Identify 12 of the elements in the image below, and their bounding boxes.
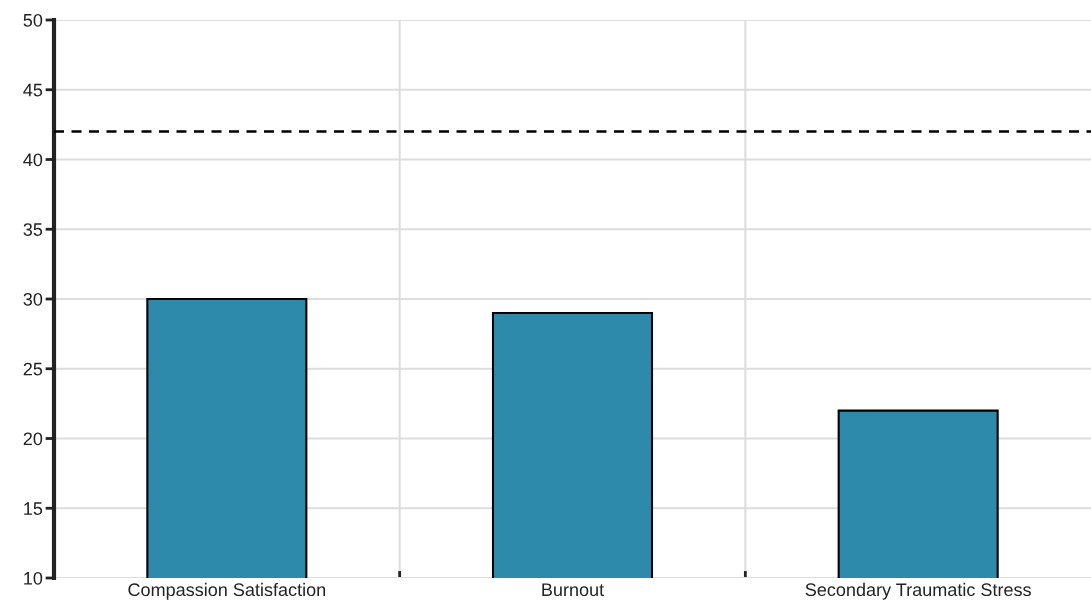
y-tick-label: 25 [23,362,43,376]
x-tick-label: Secondary Traumatic Stress [805,582,1031,600]
x-tick-label: Burnout [542,583,604,597]
y-tick-label: 20 [23,432,43,446]
x-tick-label: Compassion Satisfaction [128,582,326,600]
y-tick-label: 15 [24,502,43,515]
y-tick-label: 40 [23,153,43,167]
y-tick-label: 10 [24,571,43,585]
y-tick-label: 50 [23,13,43,27]
y-tick-label: 35 [23,223,43,236]
y-tick-label: 30 [23,292,43,306]
y-tick-label: 45 [23,83,43,97]
